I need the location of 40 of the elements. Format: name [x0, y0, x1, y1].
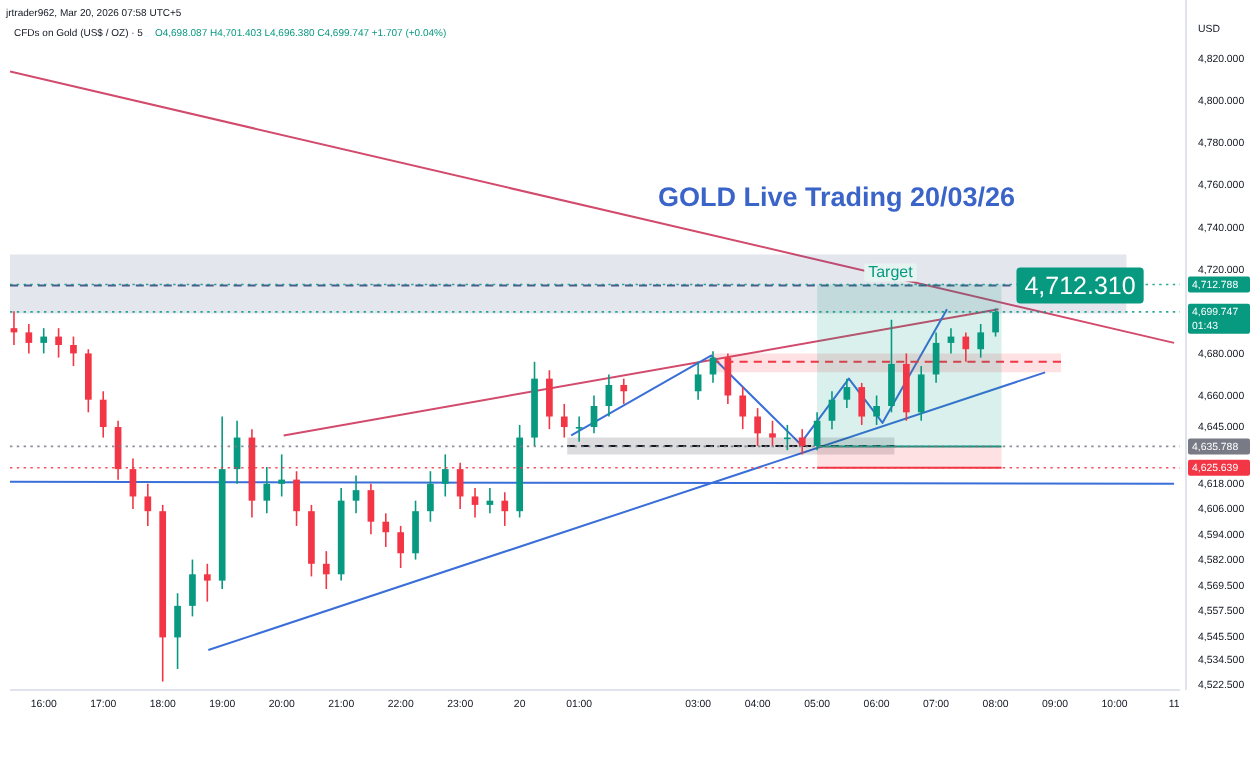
candlestick — [917, 365, 925, 422]
candlestick — [203, 562, 211, 603]
candlestick — [189, 558, 196, 618]
candlestick — [70, 335, 77, 367]
candlestick — [441, 453, 449, 498]
candlestick — [694, 361, 702, 401]
candlestick — [620, 377, 628, 405]
candlestick — [501, 491, 509, 527]
candlestick — [977, 323, 985, 359]
candlestick — [55, 327, 62, 359]
candlestick — [798, 428, 806, 456]
candlestick — [382, 512, 390, 548]
candlestick — [352, 474, 360, 515]
candlestick — [858, 382, 866, 426]
candlestick — [397, 525, 405, 569]
candlestick — [471, 487, 479, 519]
candlestick — [739, 386, 747, 430]
candlestick — [575, 415, 583, 443]
candlestick — [263, 466, 271, 515]
text: GOLD Live Trading 20/03/26 — [658, 182, 1017, 212]
candlestick — [322, 550, 330, 590]
candlestick — [144, 483, 152, 527]
candlestick — [546, 369, 553, 430]
annotation: 4,712.310 — [1024, 272, 1136, 301]
candlestick — [99, 390, 107, 439]
annotation: Target — [868, 263, 915, 282]
candlestick — [174, 592, 181, 670]
candlestick — [843, 377, 851, 409]
candlestick — [84, 348, 92, 414]
candlestick — [278, 453, 286, 498]
candlestick — [754, 407, 761, 447]
candlestick — [427, 470, 434, 523]
candlestick — [769, 419, 776, 447]
candlestick — [560, 403, 568, 439]
candlestick — [888, 318, 895, 414]
candlestick — [873, 394, 880, 426]
candlestick — [412, 499, 419, 561]
candlestick — [40, 327, 48, 355]
candlestick — [367, 483, 375, 536]
candlestick — [25, 323, 33, 355]
